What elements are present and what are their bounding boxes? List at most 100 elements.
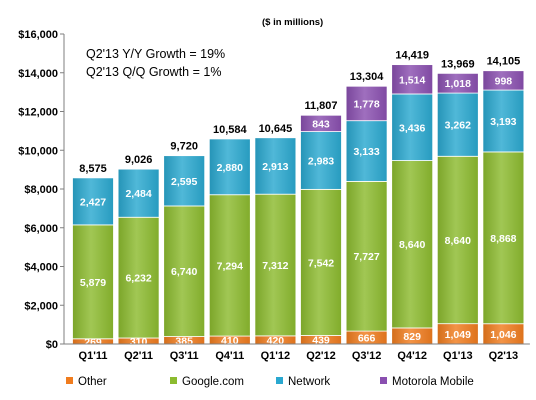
y-tick-label: $16,000 xyxy=(18,29,58,41)
segment-value-label: 1,046 xyxy=(490,329,516,341)
bar-segment-motorola-mobile xyxy=(391,64,434,95)
segment-value-label: 2,595 xyxy=(171,176,197,188)
x-axis: Q1'11 Q2'11 Q3'11 Q4'11 Q1'12 Q2'12 Q3'12 Q4'12… xyxy=(64,343,530,362)
bar-total-label: 10,584 xyxy=(213,124,248,136)
x-tick-label: Q1'13 xyxy=(443,350,473,362)
y-tick-label: $2,000 xyxy=(24,300,58,312)
bar-segment-google-com xyxy=(482,151,525,325)
bar-total-label: 8,575 xyxy=(79,163,107,175)
segment-value-label: 3,436 xyxy=(399,122,425,134)
bar-segment-network xyxy=(72,177,114,226)
segment-value-label: 843 xyxy=(312,118,330,130)
x-tick-label: Q3'11 xyxy=(170,350,199,362)
bar-total-label: 13,969 xyxy=(441,58,475,70)
bar-total-label: 14,419 xyxy=(395,50,429,62)
bar-segment-network xyxy=(300,131,342,190)
y-tick-label: $12,000 xyxy=(18,107,58,119)
segment-value-label: 1,018 xyxy=(445,78,471,90)
segment-value-label: 269 xyxy=(84,336,102,348)
segment-value-label: 1,049 xyxy=(445,329,471,341)
x-tick-label: Q4'11 xyxy=(215,350,244,362)
segment-value-label: 2,427 xyxy=(80,196,106,208)
bar-segment-network xyxy=(208,138,251,196)
bar-segment-network xyxy=(254,137,297,195)
bar-segment-google-com xyxy=(345,180,388,332)
bar-segment-google-com xyxy=(208,194,251,337)
segment-value-label: 420 xyxy=(267,335,285,347)
bar-segment-google-com xyxy=(117,216,160,339)
bars: 269 5,879 2,427 8,575 310 6,232 2,484 9,026 385 6… xyxy=(72,50,525,348)
segment-value-label: 1,514 xyxy=(399,74,425,86)
segment-value-label: 7,542 xyxy=(308,257,334,269)
bar-total-label: 9,026 xyxy=(125,154,153,166)
y-tick-label: $14,000 xyxy=(18,68,58,80)
y-tick-label: $4,000 xyxy=(24,262,58,274)
legend-label: Motorola Mobile xyxy=(392,376,474,388)
segment-value-label: 7,294 xyxy=(217,260,243,272)
legend-swatch xyxy=(66,377,73,384)
bar-total-label: 14,105 xyxy=(487,56,521,68)
bar-segment-google-com xyxy=(391,160,434,329)
segment-value-label: 8,640 xyxy=(399,239,425,251)
bar-total-label: 13,304 xyxy=(350,71,385,83)
y-tick-label: $0 xyxy=(46,339,58,351)
segment-value-label: 2,880 xyxy=(217,162,243,174)
bar-segment-network xyxy=(436,92,479,157)
legend: Other Google.com Network Motorola Mobile xyxy=(66,376,474,388)
annotation-qoq: Q2'13 Q/Q Growth = 1% xyxy=(86,65,221,79)
segment-value-label: 666 xyxy=(358,333,376,345)
segment-value-label: 5,879 xyxy=(80,277,106,289)
bar-segment-motorola-mobile xyxy=(300,114,342,132)
x-tick-label: Q2'13 xyxy=(489,350,519,362)
y-tick-label: $10,000 xyxy=(18,145,58,157)
bar-total-label: 11,807 xyxy=(304,100,337,112)
segment-value-label: 8,868 xyxy=(490,233,516,245)
y-tick-label: $6,000 xyxy=(24,223,58,235)
segment-value-label: 3,193 xyxy=(490,116,516,128)
segment-value-label: 7,312 xyxy=(262,260,288,272)
legend-swatch xyxy=(276,377,283,384)
bar-segment-google-com xyxy=(163,205,206,337)
x-tick-label: Q1'12 xyxy=(261,350,291,362)
y-tick-label: $8,000 xyxy=(24,184,58,196)
bar-segment-google-com xyxy=(72,224,114,340)
segment-value-label: 829 xyxy=(403,331,421,343)
bar-total-label: 10,645 xyxy=(259,123,293,135)
x-tick-label: Q2'11 xyxy=(124,350,153,362)
y-axis: $0 $2,000 $4,000 $6,000 $8,000 $10,000 $12,000… xyxy=(18,29,65,351)
bar-segment-google-com xyxy=(436,155,479,325)
bar-segment-network xyxy=(117,168,160,218)
x-tick-label: Q4'12 xyxy=(397,350,427,362)
bar-segment-motorola-mobile xyxy=(436,72,479,94)
bar-total-label: 9,720 xyxy=(170,141,198,153)
x-tick-label: Q2'12 xyxy=(306,350,336,362)
legend-label: Network xyxy=(288,376,330,388)
segment-value-label: 3,262 xyxy=(445,120,471,132)
legend-swatch xyxy=(380,377,387,384)
segment-value-label: 310 xyxy=(130,336,148,348)
legend-label: Other xyxy=(78,376,107,388)
bar-segment-network xyxy=(163,155,206,207)
segment-value-label: 2,913 xyxy=(262,161,288,173)
bar-segment-network xyxy=(345,120,388,182)
segment-value-label: 2,484 xyxy=(125,188,151,200)
bar-segment-network xyxy=(391,93,434,161)
bar-segment-motorola-mobile xyxy=(482,70,525,91)
annotation-yoy: Q2'13 Y/Y Growth = 19% xyxy=(86,47,225,61)
segment-value-label: 8,640 xyxy=(445,235,471,247)
segment-value-label: 6,740 xyxy=(171,266,197,278)
x-tick-label: Q1'11 xyxy=(79,350,108,362)
segment-value-label: 2,983 xyxy=(308,155,334,167)
segment-value-label: 1,778 xyxy=(353,98,379,110)
legend-label: Google.com xyxy=(182,376,244,388)
bar-segment-motorola-mobile xyxy=(345,85,388,122)
segment-value-label: 6,232 xyxy=(125,273,151,285)
legend-swatch xyxy=(170,377,177,384)
segment-value-label: 998 xyxy=(495,75,513,87)
segment-value-label: 3,133 xyxy=(353,146,379,158)
bar-segment-google-com xyxy=(300,188,342,336)
segment-value-label: 385 xyxy=(175,335,193,347)
segment-value-label: 410 xyxy=(221,335,239,347)
segment-value-label: 7,727 xyxy=(353,251,379,263)
